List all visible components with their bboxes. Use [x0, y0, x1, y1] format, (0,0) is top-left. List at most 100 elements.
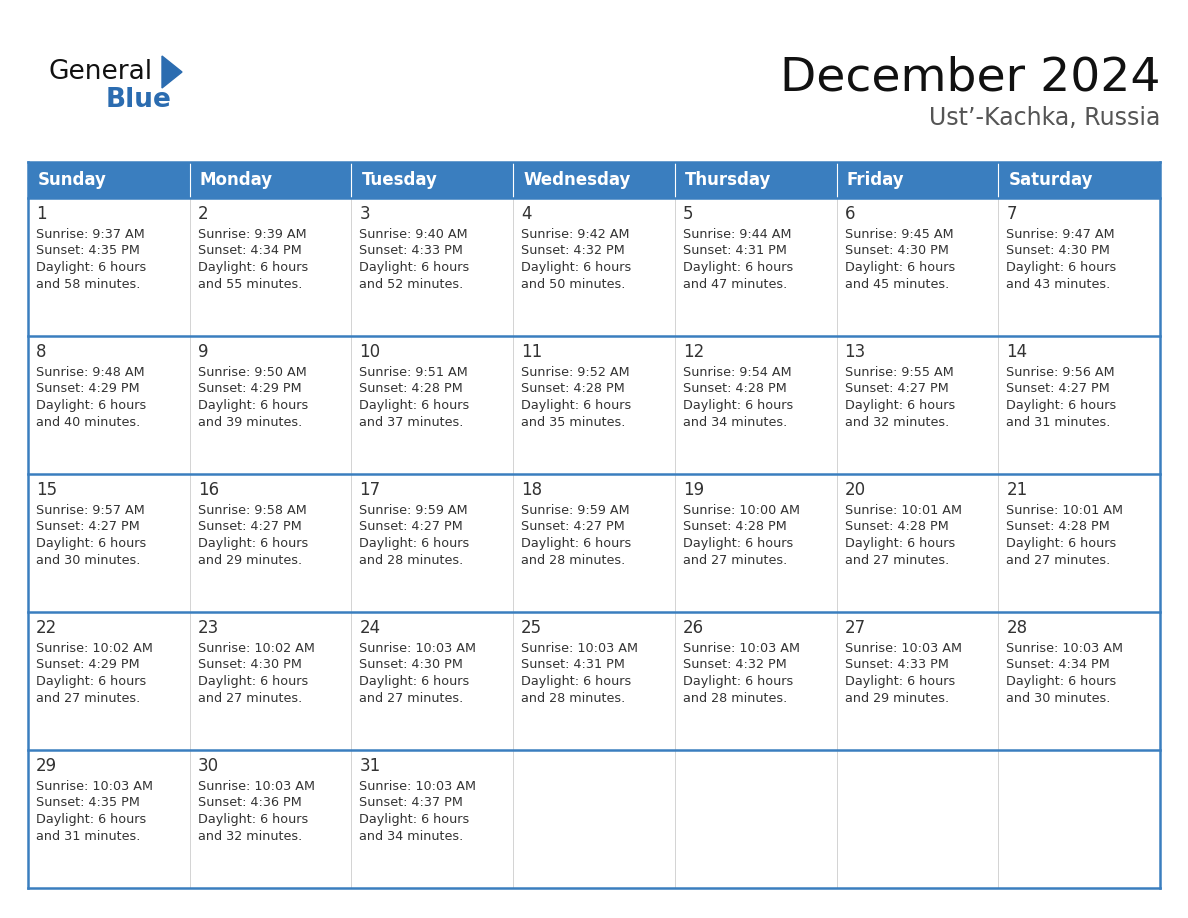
Bar — [836, 198, 998, 336]
Text: 29: 29 — [36, 757, 57, 775]
Bar — [190, 336, 352, 474]
Text: 5: 5 — [683, 205, 694, 223]
Text: 2: 2 — [197, 205, 208, 223]
Bar — [513, 612, 675, 750]
Text: Sunset: 4:27 PM: Sunset: 4:27 PM — [522, 521, 625, 533]
Text: Sunset: 4:28 PM: Sunset: 4:28 PM — [683, 383, 786, 396]
Text: Sunset: 4:28 PM: Sunset: 4:28 PM — [845, 521, 948, 533]
Text: 3: 3 — [360, 205, 369, 223]
Text: December 2024: December 2024 — [779, 55, 1159, 100]
Text: Daylight: 6 hours: Daylight: 6 hours — [522, 676, 631, 688]
Text: Daylight: 6 hours: Daylight: 6 hours — [845, 262, 955, 274]
Text: Sunset: 4:27 PM: Sunset: 4:27 PM — [36, 521, 140, 533]
Text: Sunset: 4:30 PM: Sunset: 4:30 PM — [360, 658, 463, 671]
Text: Sunset: 4:36 PM: Sunset: 4:36 PM — [197, 797, 302, 810]
Text: Daylight: 6 hours: Daylight: 6 hours — [845, 538, 955, 551]
Text: and 27 minutes.: and 27 minutes. — [683, 554, 788, 567]
Text: Sunset: 4:29 PM: Sunset: 4:29 PM — [36, 383, 140, 396]
Text: Daylight: 6 hours: Daylight: 6 hours — [845, 676, 955, 688]
Text: 19: 19 — [683, 481, 704, 499]
Text: Sunset: 4:27 PM: Sunset: 4:27 PM — [197, 521, 302, 533]
Text: Daylight: 6 hours: Daylight: 6 hours — [683, 676, 794, 688]
Text: Sunrise: 9:44 AM: Sunrise: 9:44 AM — [683, 228, 791, 241]
Text: and 28 minutes.: and 28 minutes. — [522, 554, 625, 567]
Text: Daylight: 6 hours: Daylight: 6 hours — [1006, 399, 1117, 412]
Bar — [352, 612, 513, 750]
Text: and 29 minutes.: and 29 minutes. — [845, 692, 949, 706]
Text: 10: 10 — [360, 343, 380, 361]
Text: Daylight: 6 hours: Daylight: 6 hours — [1006, 262, 1117, 274]
Text: Sunrise: 9:54 AM: Sunrise: 9:54 AM — [683, 365, 791, 378]
Text: Daylight: 6 hours: Daylight: 6 hours — [197, 399, 308, 412]
Text: Daylight: 6 hours: Daylight: 6 hours — [683, 538, 794, 551]
Text: 30: 30 — [197, 757, 219, 775]
Text: Daylight: 6 hours: Daylight: 6 hours — [36, 262, 146, 274]
Text: Sunrise: 9:39 AM: Sunrise: 9:39 AM — [197, 228, 307, 241]
Text: 12: 12 — [683, 343, 704, 361]
Text: and 28 minutes.: and 28 minutes. — [360, 554, 463, 567]
Text: Daylight: 6 hours: Daylight: 6 hours — [360, 813, 469, 826]
Text: Sunset: 4:30 PM: Sunset: 4:30 PM — [1006, 244, 1110, 258]
Text: and 28 minutes.: and 28 minutes. — [683, 692, 788, 706]
Text: Daylight: 6 hours: Daylight: 6 hours — [197, 538, 308, 551]
Text: 22: 22 — [36, 619, 57, 637]
Text: 26: 26 — [683, 619, 704, 637]
Text: Sunrise: 10:00 AM: Sunrise: 10:00 AM — [683, 503, 800, 517]
Bar — [998, 474, 1159, 612]
Text: Sunset: 4:28 PM: Sunset: 4:28 PM — [1006, 521, 1110, 533]
Text: Sunrise: 9:45 AM: Sunrise: 9:45 AM — [845, 228, 953, 241]
Text: and 55 minutes.: and 55 minutes. — [197, 278, 302, 292]
Text: Sunrise: 10:03 AM: Sunrise: 10:03 AM — [683, 642, 800, 655]
Bar — [352, 198, 513, 336]
Bar — [836, 474, 998, 612]
Bar — [675, 750, 836, 888]
Text: Sunrise: 10:02 AM: Sunrise: 10:02 AM — [197, 642, 315, 655]
Text: 6: 6 — [845, 205, 855, 223]
Text: Monday: Monday — [200, 171, 273, 189]
Bar — [836, 612, 998, 750]
Text: Sunset: 4:28 PM: Sunset: 4:28 PM — [522, 383, 625, 396]
Text: Sunrise: 10:03 AM: Sunrise: 10:03 AM — [197, 779, 315, 792]
Bar — [513, 336, 675, 474]
Text: Daylight: 6 hours: Daylight: 6 hours — [845, 399, 955, 412]
Text: Daylight: 6 hours: Daylight: 6 hours — [36, 538, 146, 551]
Text: and 30 minutes.: and 30 minutes. — [36, 554, 140, 567]
Text: Sunset: 4:29 PM: Sunset: 4:29 PM — [197, 383, 302, 396]
Text: Daylight: 6 hours: Daylight: 6 hours — [683, 262, 794, 274]
Text: and 43 minutes.: and 43 minutes. — [1006, 278, 1111, 292]
Text: and 27 minutes.: and 27 minutes. — [845, 554, 949, 567]
Text: Ust’-Kachka, Russia: Ust’-Kachka, Russia — [929, 106, 1159, 130]
Text: and 27 minutes.: and 27 minutes. — [36, 692, 140, 706]
Bar — [675, 612, 836, 750]
Text: Sunset: 4:32 PM: Sunset: 4:32 PM — [683, 658, 786, 671]
Bar — [675, 474, 836, 612]
Text: Sunrise: 9:51 AM: Sunrise: 9:51 AM — [360, 365, 468, 378]
Text: Daylight: 6 hours: Daylight: 6 hours — [522, 399, 631, 412]
Text: 13: 13 — [845, 343, 866, 361]
Text: Daylight: 6 hours: Daylight: 6 hours — [360, 262, 469, 274]
Text: Sunset: 4:30 PM: Sunset: 4:30 PM — [845, 244, 948, 258]
Text: 24: 24 — [360, 619, 380, 637]
Text: Sunrise: 9:56 AM: Sunrise: 9:56 AM — [1006, 365, 1114, 378]
Text: Daylight: 6 hours: Daylight: 6 hours — [522, 262, 631, 274]
Text: Sunset: 4:33 PM: Sunset: 4:33 PM — [360, 244, 463, 258]
Text: Sunset: 4:34 PM: Sunset: 4:34 PM — [197, 244, 302, 258]
Text: and 32 minutes.: and 32 minutes. — [845, 417, 949, 430]
Text: 8: 8 — [36, 343, 46, 361]
Text: Sunrise: 10:03 AM: Sunrise: 10:03 AM — [1006, 642, 1124, 655]
Text: Sunset: 4:31 PM: Sunset: 4:31 PM — [683, 244, 786, 258]
Bar — [29, 612, 190, 750]
Text: and 32 minutes.: and 32 minutes. — [197, 831, 302, 844]
Text: 20: 20 — [845, 481, 866, 499]
Text: Sunrise: 9:50 AM: Sunrise: 9:50 AM — [197, 365, 307, 378]
Text: Daylight: 6 hours: Daylight: 6 hours — [360, 676, 469, 688]
Text: Daylight: 6 hours: Daylight: 6 hours — [197, 676, 308, 688]
Text: Sunset: 4:34 PM: Sunset: 4:34 PM — [1006, 658, 1110, 671]
Text: Friday: Friday — [847, 171, 904, 189]
Text: and 27 minutes.: and 27 minutes. — [360, 692, 463, 706]
Text: Sunrise: 10:03 AM: Sunrise: 10:03 AM — [360, 642, 476, 655]
Text: Sunrise: 10:02 AM: Sunrise: 10:02 AM — [36, 642, 153, 655]
Text: and 34 minutes.: and 34 minutes. — [360, 831, 463, 844]
Text: Sunrise: 10:01 AM: Sunrise: 10:01 AM — [845, 503, 961, 517]
Text: Daylight: 6 hours: Daylight: 6 hours — [36, 676, 146, 688]
